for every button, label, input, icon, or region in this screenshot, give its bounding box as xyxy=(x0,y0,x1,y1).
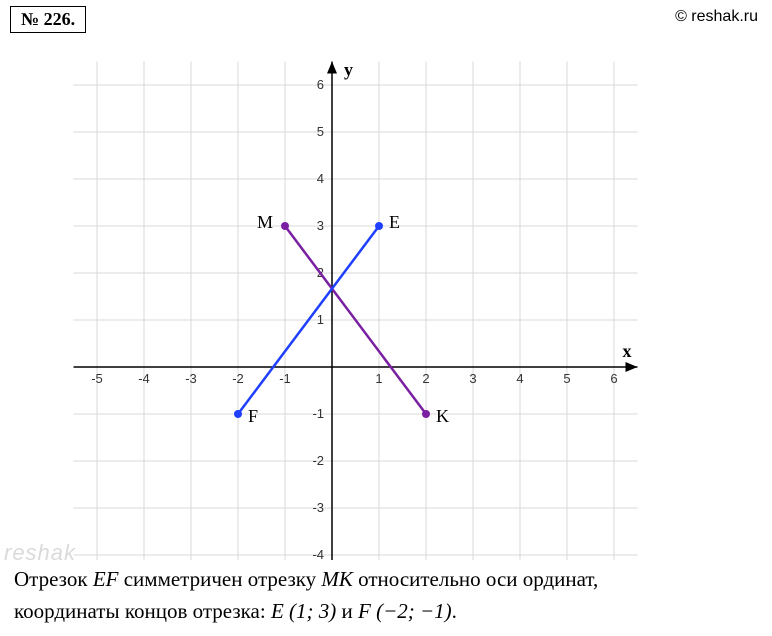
svg-text:2: 2 xyxy=(422,371,429,386)
svg-text:5: 5 xyxy=(317,124,324,139)
svg-text:-2: -2 xyxy=(312,453,324,468)
svg-text:x: x xyxy=(623,341,632,361)
svg-text:1: 1 xyxy=(317,312,324,327)
svg-text:K: K xyxy=(436,406,449,426)
answer-text: Отрезок EF симметричен отрезку MK относи… xyxy=(14,564,758,627)
svg-text:1: 1 xyxy=(375,371,382,386)
svg-text:-5: -5 xyxy=(91,371,103,386)
coordinate-chart: -5-4-3-2-1123456-4-3-2-1123456xyMKEF xyxy=(30,40,730,560)
problem-number: № 226. xyxy=(21,9,75,29)
copyright-text: © reshak.ru xyxy=(675,8,758,26)
svg-text:6: 6 xyxy=(317,77,324,92)
svg-text:y: y xyxy=(344,60,353,80)
chart-svg: -5-4-3-2-1123456-4-3-2-1123456xyMKEF xyxy=(30,40,730,560)
svg-text:5: 5 xyxy=(563,371,570,386)
svg-text:-1: -1 xyxy=(279,371,291,386)
svg-text:-3: -3 xyxy=(312,500,324,515)
problem-number-badge: № 226. xyxy=(10,6,86,33)
svg-text:F: F xyxy=(248,406,258,426)
svg-text:3: 3 xyxy=(317,218,324,233)
svg-text:E: E xyxy=(389,212,400,232)
svg-text:-4: -4 xyxy=(312,547,324,560)
svg-text:M: M xyxy=(257,212,273,232)
svg-text:-4: -4 xyxy=(138,371,150,386)
svg-text:-2: -2 xyxy=(232,371,244,386)
svg-text:4: 4 xyxy=(317,171,324,186)
svg-text:4: 4 xyxy=(516,371,523,386)
svg-text:-1: -1 xyxy=(312,406,324,421)
svg-text:6: 6 xyxy=(610,371,617,386)
svg-text:3: 3 xyxy=(469,371,476,386)
svg-text:-3: -3 xyxy=(185,371,197,386)
